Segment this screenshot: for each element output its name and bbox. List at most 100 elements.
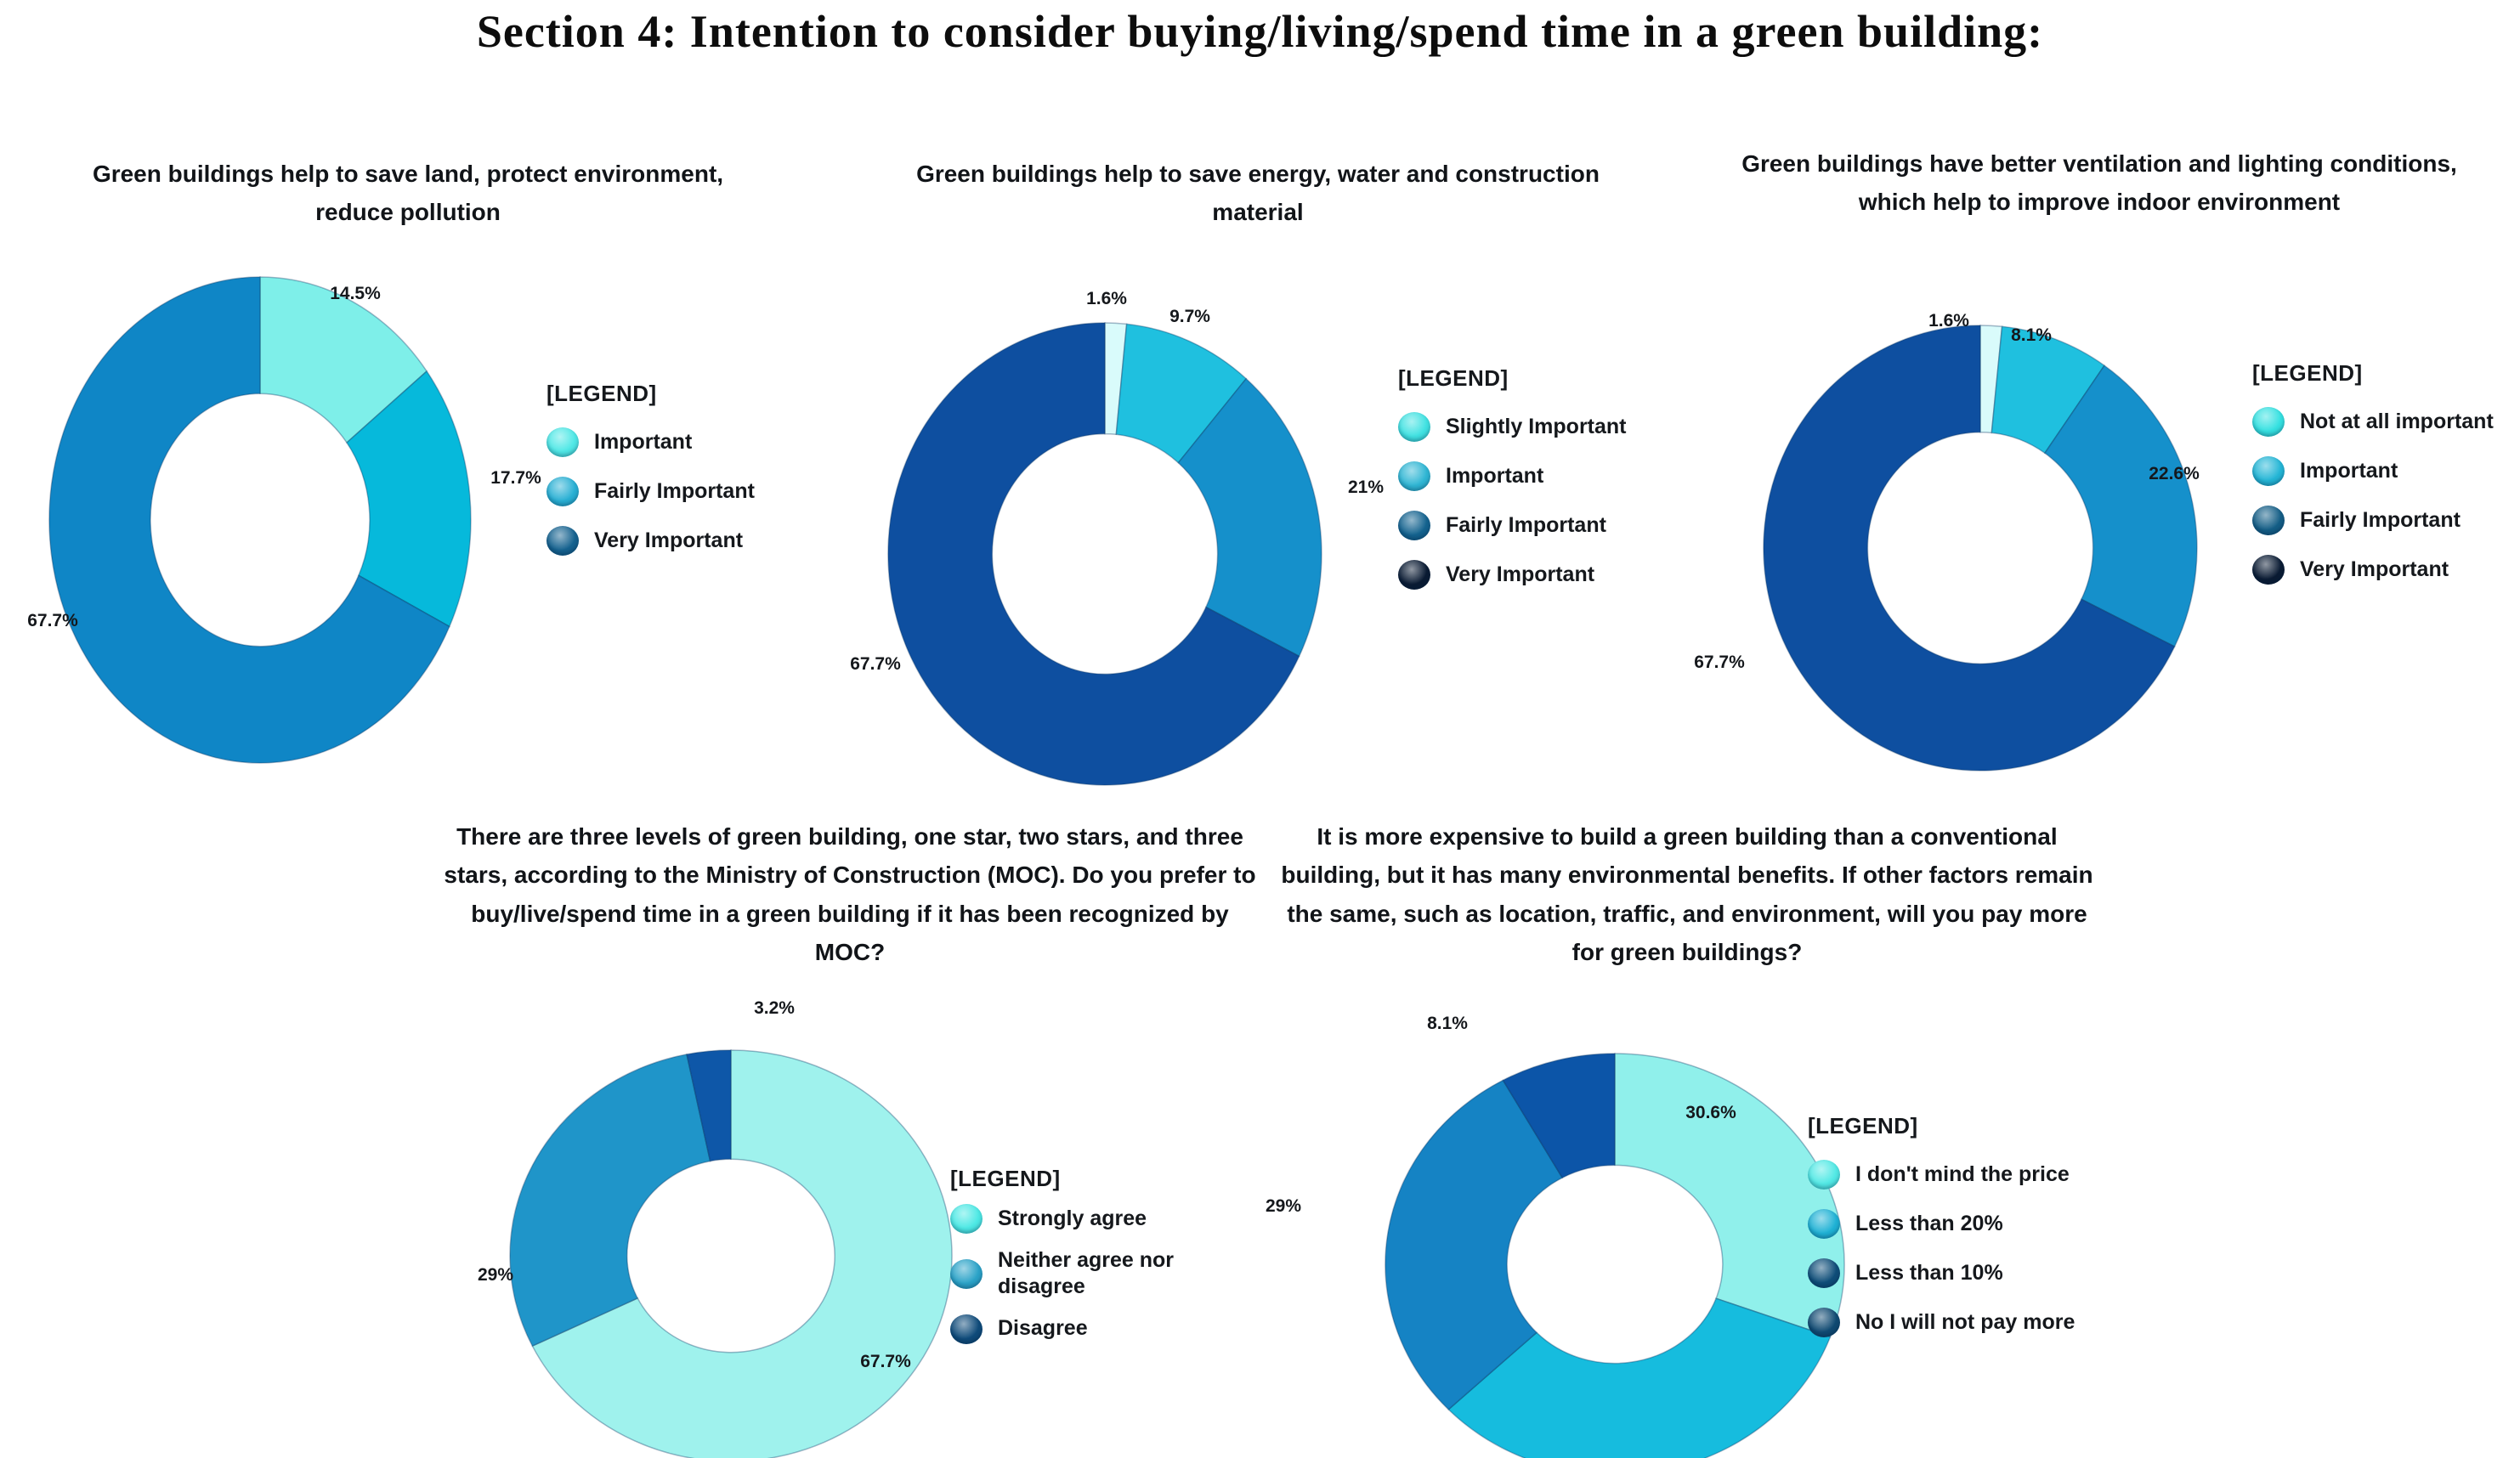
legend-header: [LEGEND]	[546, 381, 657, 406]
legend-item: Very Important	[2252, 555, 2494, 585]
percent-label: 30.6%	[1685, 1103, 1736, 1122]
legend-label: I don't mind the price	[1855, 1161, 2070, 1186]
donut-chart-4	[509, 1049, 953, 1458]
legend-header: [LEGEND]	[1398, 365, 1509, 391]
slice-disagree	[686, 1049, 732, 1162]
legend-label: Fairly Important	[2300, 507, 2461, 532]
donut-chart-1	[48, 276, 472, 764]
percent-label: 29%	[1265, 1196, 1302, 1216]
percent-label: 1.6%	[1086, 289, 1127, 308]
legend-swatch	[2252, 506, 2285, 535]
percent-label: 14.5%	[330, 284, 381, 303]
slice-very-important	[887, 322, 1300, 786]
slice-less-than-10-	[1385, 1079, 1564, 1410]
slice-very-important	[1763, 325, 2176, 771]
legend-item: No I will not pay more	[1808, 1308, 2075, 1337]
legend-swatch	[546, 526, 579, 556]
chart5-legend: [LEGEND] I don't mind the price Less tha…	[1808, 1113, 2075, 1357]
legend-header: [LEGEND]	[2252, 360, 2363, 386]
legend-swatch	[546, 477, 579, 506]
legend-label: Fairly Important	[1446, 512, 1606, 537]
legend-item: Strongly agree	[950, 1204, 1192, 1234]
legend-item: Fairly Important	[2252, 506, 2494, 535]
legend-label: Disagree	[998, 1316, 1088, 1341]
legend-swatch	[1808, 1209, 1840, 1239]
legend-swatch	[1398, 511, 1430, 540]
slice-important	[259, 276, 428, 444]
percent-label: 9.7%	[1169, 307, 1210, 326]
legend-swatch	[1808, 1160, 1840, 1190]
percent-label: 67.7%	[860, 1352, 911, 1371]
legend-label: Very Important	[594, 528, 744, 552]
percent-label: 29%	[477, 1265, 514, 1285]
chart5-title: It is more expensive to build a green bu…	[1281, 823, 2093, 966]
legend-item: Less than 10%	[1808, 1258, 2075, 1288]
slice-fairly-important	[2043, 364, 2198, 648]
slice-less-than-20-	[1447, 1297, 1832, 1458]
donut-chart-2	[887, 322, 1322, 786]
page-title: Section 4: Intention to consider buying/…	[476, 6, 2044, 57]
legend-item: Important	[546, 427, 755, 457]
legend-item: Neither agree nor disagree	[950, 1247, 1192, 1301]
chart3-title: Green buildings have better ventilation …	[1741, 150, 2457, 216]
legend-swatch	[2252, 407, 2285, 437]
percent-label: 3.2%	[754, 998, 795, 1018]
legend-item: Slightly Important	[1398, 412, 1627, 442]
legend-label: Strongly agree	[998, 1206, 1147, 1230]
legend-label: Neither agree nor disagree	[998, 1248, 1175, 1299]
legend-swatch	[1808, 1308, 1840, 1337]
slice-fairly-important	[346, 370, 472, 628]
legend-item: Important	[2252, 456, 2494, 486]
percent-label: 67.7%	[27, 611, 78, 630]
legend-label: Important	[594, 429, 693, 454]
chart4-title: There are three levels of green building…	[444, 823, 1256, 966]
legend-item: Important	[1398, 461, 1627, 491]
legend-swatch	[950, 1204, 983, 1234]
chart2-legend: [LEGEND] Slightly Important Important Fa…	[1398, 365, 1627, 609]
chart1-legend: [LEGEND] Important Fairly Important Very…	[546, 381, 755, 575]
legend-label: Very Important	[2300, 557, 2449, 581]
legend-swatch	[950, 1258, 983, 1289]
percent-label: 17.7%	[490, 468, 541, 488]
legend-item: Not at all important	[2252, 407, 2494, 437]
chart1-title: Green buildings help to save land, prote…	[92, 161, 724, 226]
legend-label: Fairly Important	[594, 478, 755, 503]
legend-label: Slightly Important	[1446, 414, 1627, 438]
slice-no-i-will-not-pay-more	[1502, 1053, 1616, 1179]
legend-swatch	[546, 427, 579, 457]
legend-item: Less than 20%	[1808, 1209, 2075, 1239]
legend-item: Very Important	[546, 526, 755, 556]
chart3-legend: [LEGEND] Not at all important Important …	[2252, 360, 2494, 604]
slice-neither-agree-nor-disagree	[509, 1054, 711, 1348]
slice-important	[1115, 323, 1248, 464]
percent-label: 1.6%	[1928, 311, 1969, 331]
percent-label: 8.1%	[2011, 325, 2052, 345]
legend-swatch	[1398, 412, 1430, 442]
percent-label: 67.7%	[850, 654, 901, 674]
slice-i-don-t-mind-the-price	[1614, 1053, 1845, 1338]
legend-swatch	[2252, 456, 2285, 486]
legend-item: Fairly Important	[1398, 511, 1627, 540]
legend-swatch	[1398, 461, 1430, 491]
chart2-title: Green buildings help to save energy, wat…	[916, 161, 1600, 226]
legend-label: Important	[2300, 458, 2398, 483]
legend-header: [LEGEND]	[950, 1166, 1061, 1191]
percent-label: 8.1%	[1427, 1014, 1468, 1033]
legend-swatch	[2252, 555, 2285, 585]
legend-item: Very Important	[1398, 560, 1627, 590]
legend-swatch	[1808, 1258, 1840, 1288]
slice-fairly-important	[1177, 377, 1322, 658]
donut-chart-5	[1385, 1053, 1845, 1458]
percent-label: 21%	[1347, 478, 1385, 497]
legend-item: I don't mind the price	[1808, 1160, 2075, 1190]
legend-label: Less than 10%	[1855, 1260, 2003, 1285]
legend-label: No I will not pay more	[1855, 1309, 2075, 1334]
percent-label: 22.6%	[2149, 464, 2200, 483]
legend-label: Less than 20%	[1855, 1211, 2003, 1235]
legend-label: Not at all important	[2300, 409, 2494, 433]
slice-very-important	[48, 276, 450, 764]
legend-header: [LEGEND]	[1808, 1113, 1918, 1139]
legend-item: Disagree	[950, 1314, 1192, 1344]
